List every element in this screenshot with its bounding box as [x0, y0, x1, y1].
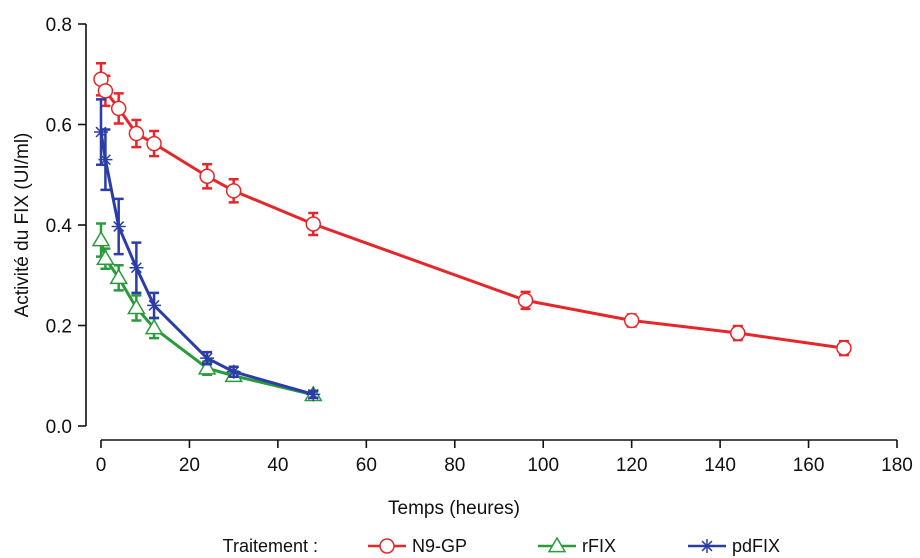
x-tick-label: 20 [179, 455, 200, 476]
data-point [94, 125, 108, 140]
legend-label-n9-gp: N9-GP [412, 536, 467, 556]
axes: 0.0 0.2 0.4 0.6 0.8 0 20 40 60 80 100 120 140 160 180 [46, 15, 913, 476]
legend: Traitement : N9-GP rFIX pdFIX [223, 536, 780, 556]
x-tick-label: 40 [267, 455, 288, 476]
x-tick-label: 160 [793, 455, 825, 476]
y-tick-label: 0.0 [46, 417, 72, 438]
data-point [305, 216, 322, 232]
series-pdfix [94, 98, 321, 402]
legend-label-rfix: rFIX [582, 536, 616, 556]
data-point [197, 358, 217, 375]
data-point [127, 298, 146, 315]
y-tick-label: 0.2 [46, 317, 72, 338]
data-point [200, 351, 215, 366]
data-point [96, 249, 115, 266]
legend-label-pdfix: pdFIX [732, 536, 780, 556]
x-tick-label: 80 [444, 455, 465, 476]
x-tick-label: 60 [356, 455, 377, 476]
series-line [99, 131, 314, 396]
x-tick-label: 100 [527, 455, 559, 476]
data-point [97, 83, 114, 99]
series-n9-gp [93, 61, 852, 357]
x-tick-label: 120 [616, 455, 648, 476]
data-point [146, 135, 162, 152]
data-point [306, 387, 321, 402]
series-rfix [91, 222, 323, 402]
y-tick-label: 0.8 [46, 15, 72, 36]
legend-marker-n9-gp [379, 538, 395, 554]
data-point [128, 125, 145, 142]
data-point [144, 318, 164, 335]
data-point [129, 260, 144, 275]
x-tick-label: 140 [704, 455, 736, 476]
legend-marker-rfix [547, 536, 567, 553]
data-point [98, 152, 113, 167]
data-point [147, 298, 162, 313]
x-tick-label: 0 [96, 455, 107, 476]
data-point [109, 268, 129, 285]
data-point [199, 168, 215, 185]
data-point [226, 364, 241, 379]
legend-marker-pdfix [700, 539, 714, 553]
legend-title: Traitement : [223, 536, 318, 556]
data-point [836, 340, 852, 356]
data-point [91, 230, 111, 247]
series-layer [91, 61, 852, 402]
series-line [99, 78, 845, 350]
y-axis-title: Activité du FIX (UI/ml) [12, 133, 33, 318]
data-point [111, 219, 126, 234]
data-point [225, 183, 242, 199]
y-tick-label: 0.4 [46, 216, 73, 237]
y-tick-label: 0.6 [46, 116, 72, 137]
data-point [623, 312, 640, 329]
data-point [730, 325, 746, 341]
x-axis-title: Temps (heures) [388, 498, 520, 519]
data-point [517, 292, 534, 309]
x-tick-label: 180 [881, 455, 913, 476]
data-point [110, 100, 127, 117]
